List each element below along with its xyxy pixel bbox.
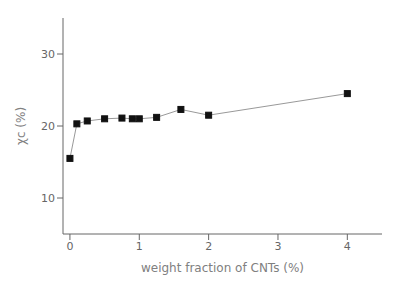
svg-text:20: 20 bbox=[41, 120, 55, 133]
svg-text:2: 2 bbox=[205, 240, 212, 253]
svg-text:weight fraction of CNTs (%): weight fraction of CNTs (%) bbox=[141, 261, 304, 275]
svg-text:4: 4 bbox=[344, 240, 351, 253]
svg-text:10: 10 bbox=[41, 192, 55, 205]
svg-text:3: 3 bbox=[274, 240, 281, 253]
svg-text:30: 30 bbox=[41, 48, 55, 61]
svg-text:χc (%): χc (%) bbox=[14, 107, 28, 145]
svg-text:1: 1 bbox=[136, 240, 143, 253]
svg-text:0: 0 bbox=[66, 240, 73, 253]
